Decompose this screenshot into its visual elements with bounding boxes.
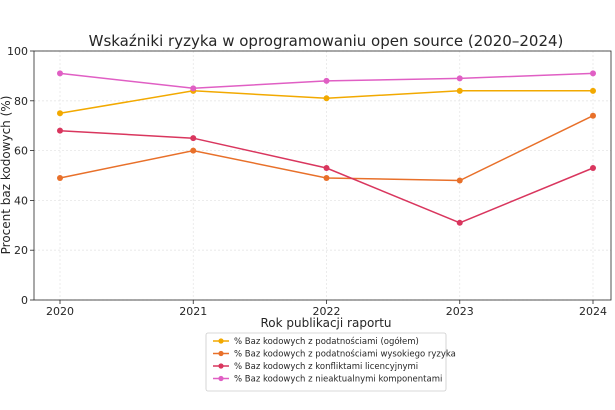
y-tick-label: 80 <box>14 95 28 108</box>
data-point <box>456 87 463 94</box>
x-axis-label: Rok publikacji raportu <box>260 316 391 330</box>
data-point <box>57 110 63 117</box>
series-2 <box>57 112 596 184</box>
data-point <box>456 177 463 184</box>
data-point <box>590 87 596 94</box>
data-point <box>323 165 330 172</box>
data-point <box>590 165 596 172</box>
legend-label: % Baz kodowych z podatnościami wysokiego… <box>234 349 456 360</box>
legend-item: % Baz kodowych z podatnościami (ogółem) <box>213 336 419 347</box>
data-point <box>190 147 197 154</box>
data-point <box>57 127 63 134</box>
plot-area <box>33 50 612 301</box>
series-group <box>57 70 596 226</box>
data-point <box>323 77 330 84</box>
legend-item: % Baz kodowych z nieaktualnymi komponent… <box>213 375 442 385</box>
x-axis: 2020 2021 2022 2023 2024 <box>46 300 607 318</box>
series-3 <box>57 127 596 226</box>
legend-marker <box>218 375 224 382</box>
y-axis: 0 20 40 60 80 100 <box>7 45 34 307</box>
x-tick-label: 2021 <box>179 305 207 318</box>
data-point <box>190 85 197 92</box>
y-tick-label: 60 <box>14 145 28 158</box>
data-point <box>456 75 463 82</box>
data-point <box>590 70 596 77</box>
y-axis-label: Procent baz kodowych (%) <box>0 96 13 255</box>
legend-marker <box>218 363 224 369</box>
legend-item: % Baz kodowych z konfliktami licencyjnym… <box>213 362 418 372</box>
data-point <box>57 70 63 77</box>
data-point <box>190 135 197 142</box>
data-point <box>590 112 596 119</box>
chart-title: Wskaźniki ryzyka w oprogramowaniu open s… <box>89 32 564 50</box>
legend-label: % Baz kodowych z konfliktami licencyjnym… <box>234 362 418 372</box>
legend-label: % Baz kodowych z nieaktualnymi komponent… <box>234 375 442 385</box>
y-tick-label: 40 <box>14 194 28 207</box>
series-4 <box>57 70 596 92</box>
data-point <box>57 174 63 181</box>
y-tick-label: 20 <box>14 244 28 257</box>
legend-marker <box>218 338 224 344</box>
data-point <box>456 219 463 226</box>
y-tick-label: 0 <box>21 294 28 307</box>
data-point <box>323 95 330 102</box>
grid <box>34 50 611 301</box>
y-tick-label: 100 <box>7 45 28 58</box>
legend-box <box>205 332 447 392</box>
x-tick-label: 2023 <box>446 305 474 318</box>
legend-marker <box>218 350 224 357</box>
series-line <box>59 90 593 115</box>
legend-label: % Baz kodowych z podatnościami (ogółem) <box>234 336 419 347</box>
legend-item: % Baz kodowych z podatnościami wysokiego… <box>213 349 456 360</box>
x-tick-label: 2020 <box>46 305 74 318</box>
x-tick-label: 2022 <box>313 305 341 318</box>
legend: % Baz kodowych z podatnościami (ogółem)%… <box>205 332 456 392</box>
x-tick-label: 2024 <box>579 305 607 318</box>
data-point <box>323 174 330 181</box>
